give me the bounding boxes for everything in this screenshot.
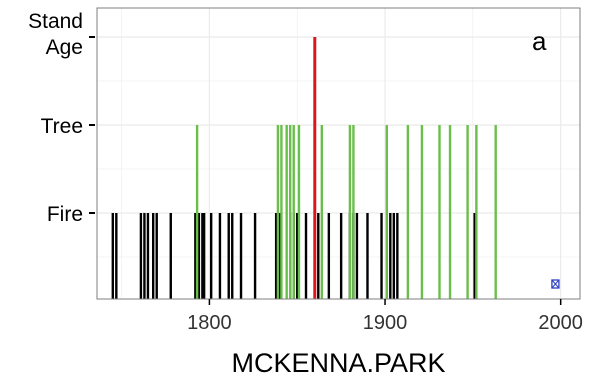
y-tick-label: Fire (47, 203, 83, 226)
y-tick-label: Stand (28, 10, 83, 33)
x-tick-label: 1800 (187, 312, 232, 334)
y-tick-label: Age (46, 36, 83, 59)
y-tick-label: Tree (41, 115, 83, 138)
x-tick-label: 1900 (363, 312, 408, 334)
plot-panel-border (96, 7, 581, 300)
x-tick-label: 2000 (538, 312, 583, 334)
panel-label: a (532, 26, 547, 56)
x-axis: 1800 1900 2000 (187, 299, 583, 334)
sample-end-marker (551, 279, 560, 289)
grid-lines (97, 8, 580, 299)
y-axis: Fire Tree Stand Age (28, 10, 95, 226)
x-axis-title: MCKENNA.PARK (231, 348, 445, 378)
chart-marks (111, 37, 560, 299)
